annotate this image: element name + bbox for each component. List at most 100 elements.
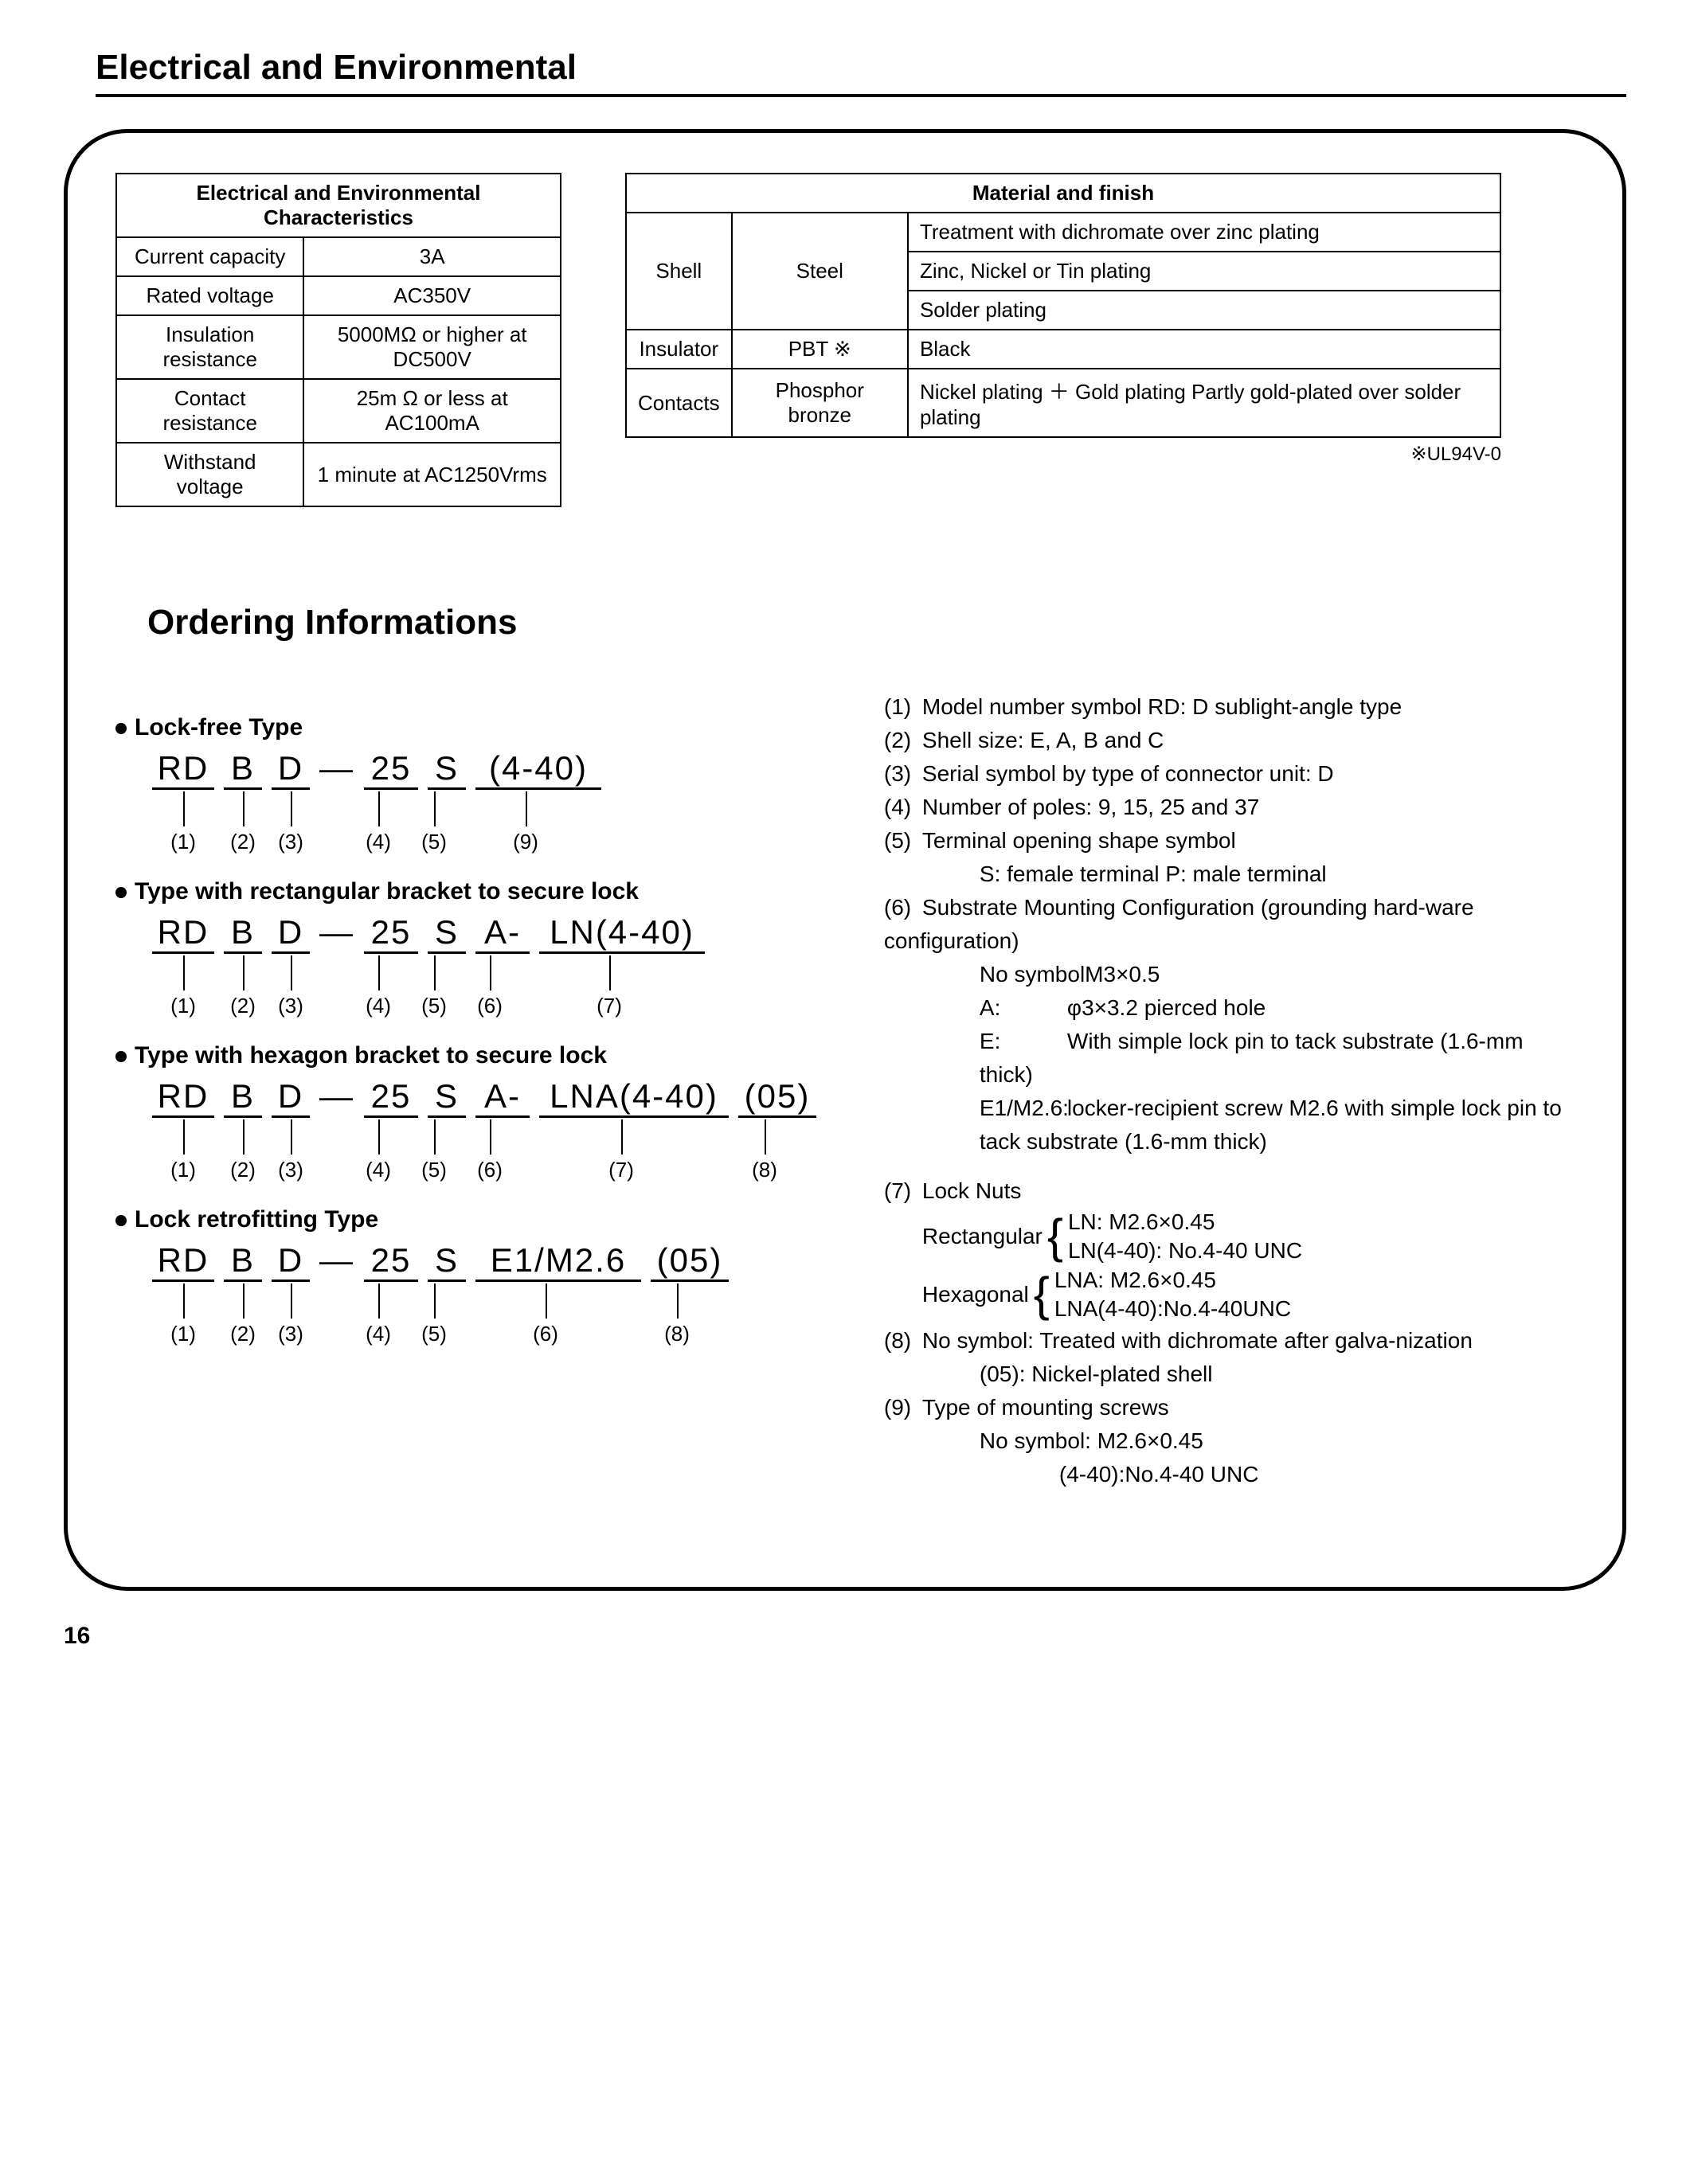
mat-footnote: ※UL94V-0 bbox=[625, 443, 1501, 466]
idx-rect: (1)(2)(3)(4)(5)(6)(7) bbox=[147, 994, 852, 1018]
spec-row-value: 1 minute at AC1250Vrms bbox=[303, 443, 561, 506]
locknuts-rect: Rectangular { LN: M2.6×0.45 LN(4-40): No… bbox=[884, 1208, 1575, 1266]
pn-segment: S bbox=[428, 1241, 466, 1282]
pn-dash: — bbox=[315, 1241, 359, 1280]
spec-row-label: Insulation resistance bbox=[116, 315, 303, 379]
pn-segment: 25 bbox=[364, 749, 418, 790]
brace-label: Hexagonal bbox=[922, 1278, 1029, 1311]
pn-index: (5) bbox=[410, 830, 458, 854]
legend-text: LN(4-40): No.4-40 UNC bbox=[1068, 1238, 1302, 1263]
pn-index: (2) bbox=[219, 1322, 267, 1346]
pn-segment: RD bbox=[152, 749, 214, 790]
pn-index: (5) bbox=[410, 1158, 458, 1182]
brace-label: Rectangular bbox=[922, 1220, 1043, 1253]
top-tables-row: Electrical and Environmental Characteris… bbox=[115, 173, 1575, 507]
legend-num: (2) bbox=[884, 724, 922, 757]
spec-row-label: Rated voltage bbox=[116, 276, 303, 315]
pn-index: (2) bbox=[219, 994, 267, 1018]
pn-segment: (05) bbox=[651, 1241, 729, 1282]
pn-segment: RD bbox=[152, 1241, 214, 1282]
ordering-left: Lock-free Type RDBD—25S(4-40) (1)(2)(3)(… bbox=[115, 690, 852, 1491]
legend-text: E1/M2.6:locker-recipient screw M2.6 with… bbox=[884, 1092, 1575, 1158]
mat-insulator-finish: Black bbox=[908, 330, 1500, 369]
pn-segment: A- bbox=[475, 1077, 530, 1118]
type-rect: Type with rectangular bracket to secure … bbox=[115, 878, 852, 905]
type-label: Type with hexagon bracket to secure lock bbox=[135, 1042, 607, 1069]
pn-segment: D bbox=[272, 749, 310, 790]
material-table: Material and finish Shell Steel Treatmen… bbox=[625, 173, 1501, 438]
mat-contacts-finish: Nickel plating ＋ Gold plating Partly gol… bbox=[908, 369, 1500, 437]
pn-dash: — bbox=[315, 749, 359, 787]
pn-segment: 25 bbox=[364, 1241, 418, 1282]
legend-num: (9) bbox=[884, 1391, 922, 1424]
pn-index: (3) bbox=[267, 830, 315, 854]
mat-insulator-material: PBT ※ bbox=[732, 330, 908, 369]
pn-segment: S bbox=[428, 749, 466, 790]
pn-segment: E1/M2.6 bbox=[475, 1241, 641, 1282]
pn-lock-free: RDBD—25S(4-40) bbox=[147, 749, 852, 790]
legend-text: LNA: M2.6×0.45 bbox=[1054, 1268, 1216, 1292]
legend-text: Serial symbol by type of connector unit:… bbox=[922, 761, 1334, 786]
mat-contacts-label: Contacts bbox=[626, 369, 732, 437]
pn-segment: B bbox=[224, 913, 262, 954]
legend-num: (3) bbox=[884, 757, 922, 791]
legend-text: (4-40):No.4-40 UNC bbox=[884, 1458, 1575, 1491]
legend-num: (4) bbox=[884, 791, 922, 824]
pn-segment: 25 bbox=[364, 913, 418, 954]
pn-segment: B bbox=[224, 749, 262, 790]
page-number: 16 bbox=[64, 1623, 1626, 1650]
legend-text: Model number symbol RD: D sublight-angle… bbox=[922, 694, 1402, 719]
pn-index: (6) bbox=[458, 1322, 633, 1346]
legend-text: Substrate Mounting Configuration (ground… bbox=[884, 895, 1474, 953]
pn-index: (8) bbox=[633, 1322, 721, 1346]
material-table-wrap: Material and finish Shell Steel Treatmen… bbox=[625, 173, 1501, 466]
legend-text: Lock Nuts bbox=[922, 1178, 1022, 1203]
mat-header: Material and finish bbox=[626, 174, 1500, 213]
pn-index: (4) bbox=[346, 830, 410, 854]
mat-shell-material: Steel bbox=[732, 213, 908, 330]
pn-index: (5) bbox=[410, 994, 458, 1018]
spec-row-label: Withstand voltage bbox=[116, 443, 303, 506]
legend-text: A:φ3×3.2 pierced hole bbox=[884, 991, 1575, 1025]
mat-insulator-label: Insulator bbox=[626, 330, 732, 369]
pn-index: (3) bbox=[267, 994, 315, 1018]
pn-segment: B bbox=[224, 1077, 262, 1118]
pn-index: (8) bbox=[721, 1158, 808, 1182]
spec-header: Electrical and Environmental Characteris… bbox=[116, 174, 561, 237]
pn-dash: — bbox=[315, 1077, 359, 1115]
pn-index: (4) bbox=[346, 994, 410, 1018]
pn-segment: D bbox=[272, 1077, 310, 1118]
pn-index: (3) bbox=[267, 1158, 315, 1182]
pn-hex: RDBD—25SA-LNA(4-40)(05) bbox=[147, 1077, 852, 1118]
pn-retro: RDBD—25SE1/M2.6(05) bbox=[147, 1241, 852, 1282]
spec-row-value: 5000MΩ or higher at DC500V bbox=[303, 315, 561, 379]
pn-segment: LNA(4-40) bbox=[539, 1077, 729, 1118]
spec-row-value: 3A bbox=[303, 237, 561, 276]
type-retro: Lock retrofitting Type bbox=[115, 1206, 852, 1233]
legend-text: (05): Nickel-plated shell bbox=[884, 1358, 1575, 1391]
pn-segment: LN(4-40) bbox=[539, 913, 705, 954]
pn-rect: RDBD—25SA-LN(4-40) bbox=[147, 913, 852, 954]
legend-text: LNA(4-40):No.4-40UNC bbox=[1054, 1296, 1291, 1321]
ordering-legend: (1)Model number symbol RD: D sublight-an… bbox=[884, 690, 1575, 1491]
mat-shell-finish: Treatment with dichromate over zinc plat… bbox=[908, 213, 1500, 252]
legend-text: Terminal opening shape symbol bbox=[922, 828, 1236, 853]
legend-text: No symbolM3×0.5 bbox=[884, 958, 1575, 991]
legend-text: S: female terminal P: male terminal bbox=[884, 858, 1575, 891]
pn-index: (9) bbox=[458, 830, 593, 854]
pn-segment: 25 bbox=[364, 1077, 418, 1118]
pn-segment: S bbox=[428, 1077, 466, 1118]
ordering-row: Lock-free Type RDBD—25S(4-40) (1)(2)(3)(… bbox=[115, 690, 1575, 1491]
spec-table: Electrical and Environmental Characteris… bbox=[115, 173, 561, 507]
legend-num: (7) bbox=[884, 1174, 922, 1208]
pn-index: (1) bbox=[147, 1158, 219, 1182]
pn-index: (5) bbox=[410, 1322, 458, 1346]
pn-segment: B bbox=[224, 1241, 262, 1282]
legend-num: (6) bbox=[884, 891, 922, 924]
pn-index: (3) bbox=[267, 1322, 315, 1346]
pn-index: (2) bbox=[219, 830, 267, 854]
pn-segment: RD bbox=[152, 913, 214, 954]
spec-row-label: Contact resistance bbox=[116, 379, 303, 443]
pn-index: (1) bbox=[147, 1322, 219, 1346]
legend-num: (5) bbox=[884, 824, 922, 858]
